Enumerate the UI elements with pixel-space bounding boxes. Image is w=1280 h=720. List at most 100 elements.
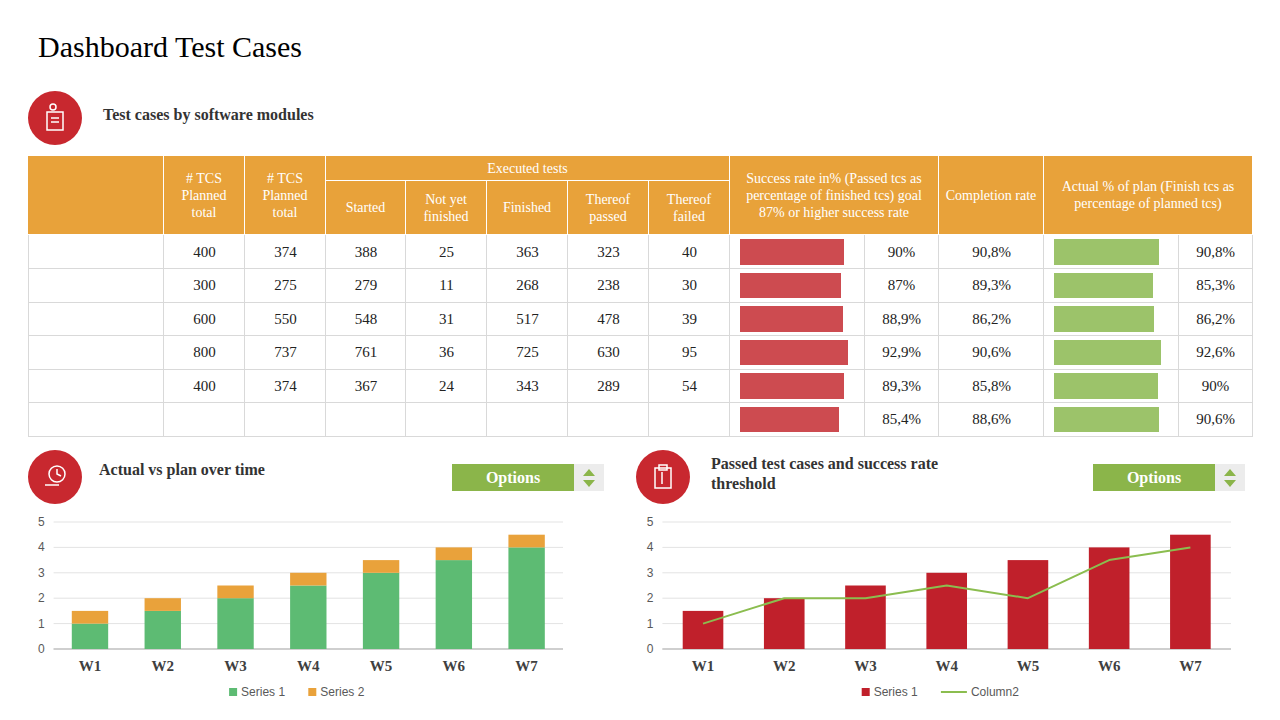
table-value: 800 (164, 336, 245, 370)
options-control[interactable]: Options (1093, 464, 1245, 491)
table-value: 89,3% (864, 369, 939, 403)
legend-item: Column2 (941, 685, 1019, 699)
table-value: 600 (164, 302, 245, 336)
legend-label: Series 1 (241, 685, 285, 699)
table-cell (487, 403, 568, 437)
data-bar (740, 407, 839, 433)
spinner-up[interactable] (583, 469, 595, 476)
bar (683, 611, 724, 649)
spinner-up[interactable] (1224, 469, 1236, 476)
spinner-down[interactable] (583, 480, 595, 487)
bar (436, 560, 472, 649)
table-value: 300 (164, 269, 245, 303)
table-header-cell: # TCS Planned total (245, 156, 326, 235)
table-value: 89,3% (939, 269, 1044, 303)
grid-line (662, 547, 1231, 548)
options-button[interactable] (1093, 464, 1215, 491)
y-tick-label: 1 (647, 617, 654, 631)
table-header-cell (28, 156, 164, 235)
icon-glyph (51, 117, 59, 119)
table-value: 550 (245, 302, 326, 336)
options-spinner[interactable] (1215, 464, 1245, 491)
icon-glyph (659, 465, 667, 470)
x-tick-label: W5 (370, 658, 393, 674)
table-value: 343 (487, 369, 568, 403)
data-bar (740, 340, 848, 366)
table-cell (406, 403, 487, 437)
table-value: 95 (649, 336, 730, 370)
table-cell (28, 269, 164, 303)
options-label[interactable]: Options (1127, 469, 1181, 487)
table-cell-divider (864, 302, 865, 336)
table-value: 24 (406, 369, 487, 403)
icon-circle (28, 91, 82, 145)
table-cell (28, 369, 164, 403)
options-control[interactable]: Options (452, 464, 604, 491)
table-value: 90,6% (939, 336, 1044, 370)
y-tick-label: 1 (38, 617, 45, 631)
x-tick-label: W1 (692, 658, 715, 674)
table-cell (568, 403, 649, 437)
table-value: 30 (649, 269, 730, 303)
icon-circle (636, 450, 690, 504)
grid-line (54, 522, 563, 523)
x-tick-label: W4 (935, 658, 958, 674)
table-value: 92,9% (864, 336, 939, 370)
table-cell (28, 235, 164, 269)
table-value: 268 (487, 269, 568, 303)
bar (926, 573, 967, 649)
options-button[interactable] (452, 464, 574, 491)
table-cell-divider (1178, 403, 1179, 437)
table-value: 275 (245, 269, 326, 303)
table-value: 363 (487, 235, 568, 269)
icon-glyph (51, 121, 59, 123)
table-value: 737 (245, 336, 326, 370)
y-tick-label: 0 (38, 642, 45, 656)
x-tick-label: W2 (152, 658, 175, 674)
y-tick-label: 3 (38, 566, 45, 580)
bar (290, 573, 326, 586)
x-tick-label: W3 (224, 658, 247, 674)
table-value: 86,2% (939, 302, 1044, 336)
bar (72, 624, 108, 649)
bar (145, 611, 181, 649)
table-value: 92,6% (1178, 336, 1253, 370)
table-value: 25 (406, 235, 487, 269)
dashboard: Options012345W1W2W3W4W5W6W7Series 1Serie… (0, 0, 1280, 720)
table-value: 374 (245, 369, 326, 403)
data-bar (1054, 407, 1159, 433)
bar (363, 560, 399, 573)
table-cell (28, 336, 164, 370)
bar (1089, 547, 1130, 649)
table-value: 87% (864, 269, 939, 303)
icon-glyph (655, 468, 671, 488)
legend-label: Series 2 (320, 685, 364, 699)
data-bar (1054, 273, 1153, 299)
icon-glyph (45, 484, 59, 486)
y-tick-label: 4 (38, 540, 45, 554)
y-tick-label: 2 (38, 591, 45, 605)
icon-glyph (49, 466, 65, 482)
data-bar (1054, 340, 1161, 366)
table-value: 88,6% (939, 403, 1044, 437)
x-tick-label: W4 (297, 658, 320, 674)
table-cell-divider (1178, 269, 1179, 303)
page-title: Dashboard Test Cases (38, 27, 302, 67)
x-tick-label: W3 (854, 658, 877, 674)
options-label[interactable]: Options (486, 469, 540, 487)
table-value: 90% (864, 235, 939, 269)
table-value: 374 (245, 235, 326, 269)
legend-swatch (308, 688, 316, 696)
data-bar (1054, 373, 1158, 399)
table-value: 31 (406, 302, 487, 336)
legend-item: Series 1 (862, 685, 918, 699)
options-spinner[interactable] (574, 464, 604, 491)
table-value: 400 (164, 235, 245, 269)
icon-circle (28, 450, 82, 504)
data-bar (1054, 306, 1154, 332)
spinner-down[interactable] (1224, 480, 1236, 487)
x-tick-label: W2 (773, 658, 796, 674)
table-value: 88,9% (864, 302, 939, 336)
table-cell-divider (864, 269, 865, 303)
table-header-cell: # TCS Planned total (164, 156, 245, 235)
